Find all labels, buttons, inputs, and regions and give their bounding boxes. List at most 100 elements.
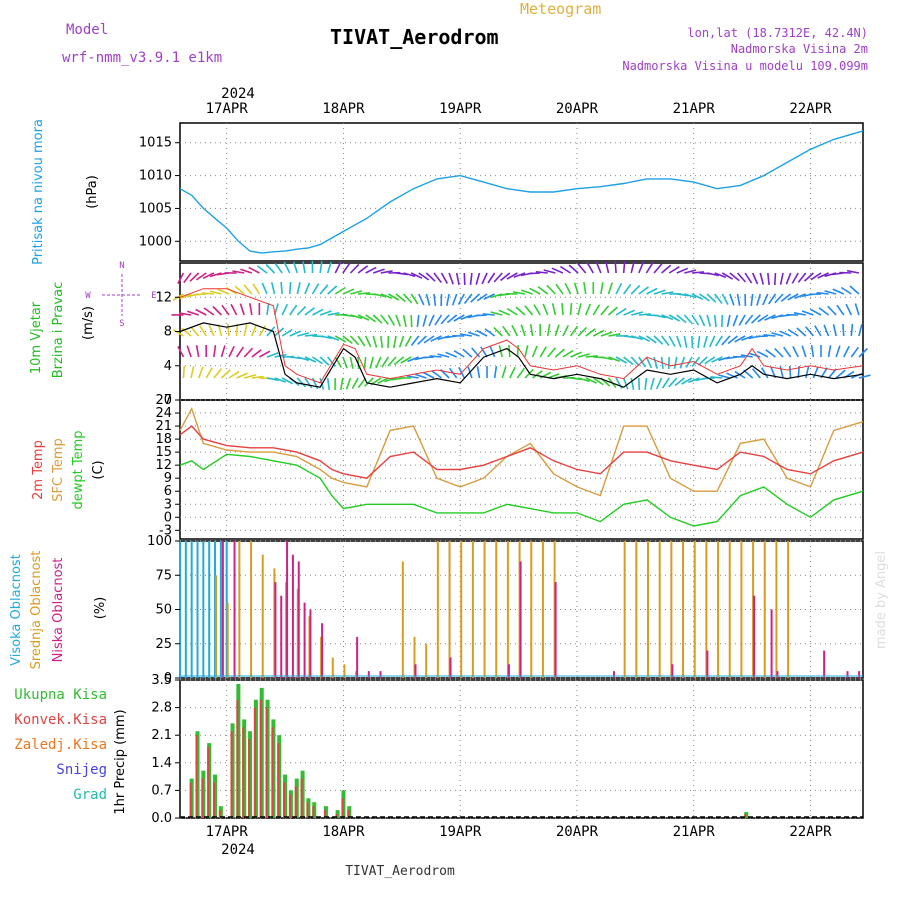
wind-arrow	[835, 345, 841, 358]
wind-arrow	[818, 307, 830, 316]
wind-arrow	[774, 347, 784, 358]
wind-arrow	[524, 305, 534, 316]
y-tick-label-wind: 12	[155, 290, 172, 305]
wind-arrow	[387, 356, 397, 367]
wind-arrow	[425, 293, 431, 306]
wind-arrow	[779, 330, 791, 337]
wind-arrow	[433, 272, 442, 283]
wind-gust-line	[179, 288, 864, 384]
conv-precip-bar	[213, 782, 216, 818]
pressure-panel-frame	[179, 122, 864, 262]
wind-arrow	[195, 308, 207, 316]
conv-precip-bar	[253, 707, 256, 818]
wind-speed-line	[179, 322, 864, 388]
wind-arrow	[674, 377, 685, 387]
y-tick-label-temperature: -3	[159, 523, 172, 538]
wind-arrow	[312, 356, 323, 365]
wind-arrow	[311, 283, 320, 295]
wind-arrow	[615, 356, 627, 364]
bottom-date-label: 22APR	[789, 824, 832, 840]
y-tick-label-pressure: 1000	[139, 234, 172, 249]
wind-arrow	[243, 347, 254, 358]
conv-precip-bar	[207, 747, 210, 818]
wind-arrow	[756, 350, 769, 358]
wind-axis-label-2: Brzina i Pravac	[51, 282, 66, 379]
y-tick-label-wind: 8	[164, 325, 172, 340]
wind-arrow	[843, 345, 850, 358]
wind-arrow	[529, 287, 541, 295]
wind-arrow	[499, 272, 511, 282]
wind-arrow	[493, 365, 498, 379]
wind-arrow	[266, 377, 279, 382]
wind-arrow	[751, 272, 759, 285]
wind-arrow	[410, 272, 423, 279]
wind-arrow	[791, 272, 799, 284]
wind-arrow	[402, 293, 413, 304]
wind-arrow	[430, 335, 442, 342]
wind-arrow	[265, 263, 276, 274]
conv-precip-bar	[323, 810, 326, 818]
wind-arrow	[234, 285, 245, 295]
wind-arrow	[714, 293, 723, 304]
dewpt-line	[179, 453, 864, 527]
wind-arrow	[357, 335, 366, 347]
wind-arrow	[748, 352, 761, 358]
station-title: TIVAT_Aerodrom	[330, 25, 499, 49]
wind-arrow	[750, 314, 761, 324]
wind-arrow	[372, 335, 378, 348]
wind-arrow	[653, 263, 663, 274]
wind-arrow	[774, 272, 777, 286]
precip-panel-frame	[179, 679, 864, 819]
wind-arrow	[638, 261, 645, 274]
wind-arrow	[302, 261, 306, 274]
wind-arrow	[236, 372, 248, 379]
wind-arrow	[373, 293, 386, 298]
wind-arrow	[217, 288, 230, 295]
wind-arrow	[810, 344, 815, 358]
wind-arrow	[199, 325, 207, 337]
wind-arrow	[585, 355, 598, 358]
wind-arrow	[736, 272, 747, 283]
wind-arrow	[608, 333, 621, 337]
top-date-label: 21APR	[673, 101, 716, 117]
wind-arrow	[653, 356, 658, 369]
axis-layer: 100010051010101504812-303691215182124270…	[139, 136, 180, 826]
wind-arrow	[653, 314, 666, 319]
bottom-date-axis: 17APR 18APR 19APR 20APR 21APR 22APR	[206, 824, 832, 840]
pressure-axis-label: Pritisak na nivou mora	[31, 119, 46, 265]
wind-arrow	[455, 272, 460, 285]
legend-ukupna-kisa: Ukupna Kisa	[14, 687, 107, 703]
wind-arrow	[520, 324, 526, 337]
wind-arrow	[547, 347, 557, 358]
wind-arrow	[172, 329, 184, 337]
wind-arrow	[445, 351, 458, 358]
wind-arrow	[638, 286, 649, 295]
wind-arrow	[787, 293, 799, 301]
wind-arrow	[585, 377, 597, 384]
wind-arrow	[793, 312, 806, 316]
wind-arrow	[431, 370, 442, 379]
wind-arrow	[816, 291, 829, 295]
y-tick-label-temperature: 3	[164, 497, 172, 512]
wind-arrow	[319, 335, 333, 340]
wind-arrow	[583, 281, 587, 295]
wind-arrow	[240, 268, 253, 274]
wind-arrow	[342, 288, 355, 295]
wind-arrow	[289, 304, 298, 316]
wind-arrow	[535, 271, 548, 274]
wind-arrow	[506, 272, 518, 280]
wind-arrow	[487, 272, 496, 284]
wind-arrow	[266, 302, 270, 316]
wind-arrow	[296, 377, 307, 388]
wind-arrow	[304, 333, 317, 337]
wind-arrow	[513, 272, 526, 279]
wind-arrow	[475, 314, 488, 317]
wind-arrow	[600, 305, 610, 316]
y-tick-label-temperature: 9	[164, 471, 172, 486]
wind-arrow	[395, 293, 406, 303]
wind-arrow	[750, 293, 754, 306]
wind-arrow	[615, 307, 627, 316]
wind-arrow	[258, 325, 267, 337]
legend-konvek-kisa: Konvek.Kisa	[14, 712, 107, 728]
